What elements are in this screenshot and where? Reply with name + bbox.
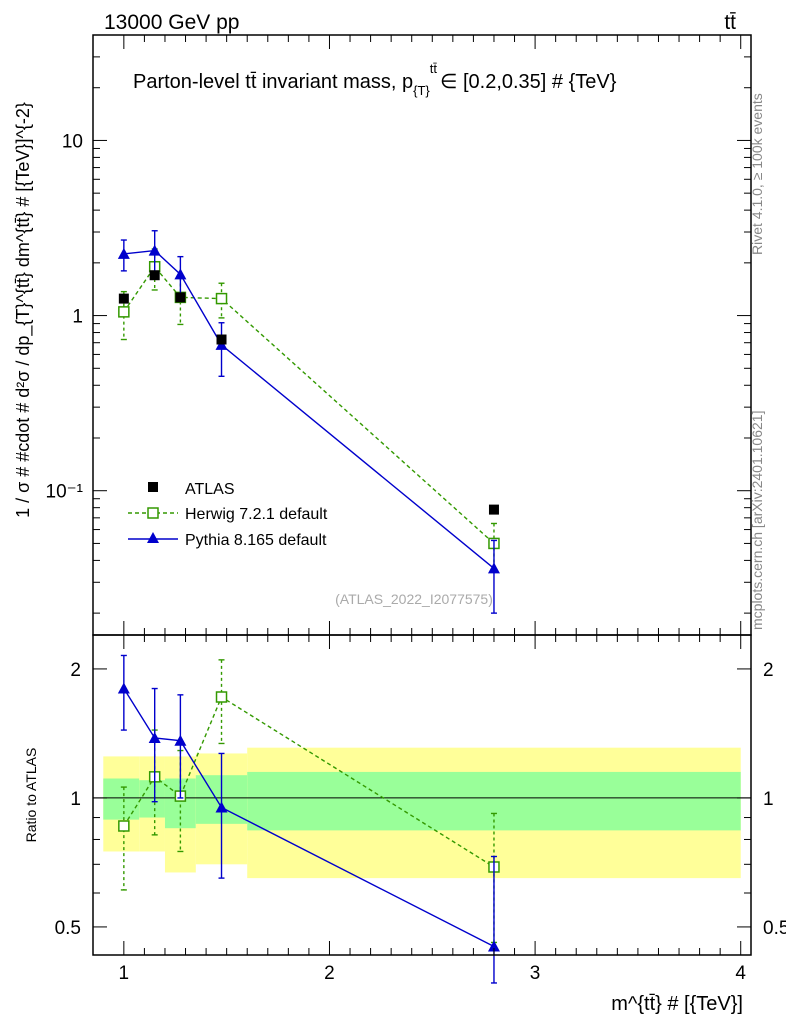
energy-label: 13000 GeV pp [104,11,239,34]
ratio-plot-frame [92,634,752,956]
main-point-atlas [216,334,227,345]
ratio-uncertainty-bands [103,747,741,879]
x-tick-label: 4 [735,963,746,984]
title-superscript: tt̄ [430,61,438,76]
legend-marker-atlas [148,482,158,492]
chart-title: Parton-level tt̄ invariant mass, p{T}tt̄… [133,61,617,98]
ratio-point-pythia [487,940,500,952]
main-y-tick-label: 1 [72,307,83,328]
main-y-axis-label: 1 / σ # #cdot # d²σ / dp_{T}^{tt̄} dm^{t… [13,102,34,518]
ratio-point-pythia [215,801,228,813]
watermark: (ATLAS_2022_I2077575) [335,591,493,607]
legend-label-atlas: ATLAS [185,481,235,498]
title-suffix: ∈ [0.2,0.35] # {TeV} [440,71,617,93]
ratio-series-layer [117,654,500,984]
main-point-pythia [117,247,130,259]
ratio-line-herwig [123,695,495,868]
legend-label-herwig: Herwig 7.2.1 default [185,506,328,523]
ratio-y-axis-label: Ratio to ATLAS [23,748,39,843]
main-point-pythia [487,562,500,574]
main-point-atlas [175,292,186,303]
ratio-point-pythia [174,734,187,746]
ratio-y-tick-label: 0.5 [55,918,81,939]
process-label: tt̄ [724,11,736,34]
ratio-plot-panel: 2 2 1 1 0.5 0.5 1 2 3 4 [55,634,786,984]
legend: ATLAS Herwig 7.2.1 default Pythia 8.165 … [128,481,328,549]
ratio-y-ticks: 2 2 1 1 0.5 0.5 [55,660,786,939]
main-line-herwig [123,265,495,544]
main-point-atlas [488,504,499,515]
ratio-x-ticks: 1 2 3 4 [119,635,746,984]
mcplots-label: mcplots.cern.ch [arXiv:2401.10621] [749,411,765,630]
ratio-point-pythia [148,731,161,743]
rivet-label: Rivet 4.1.0, ≥ 100k events [749,93,765,255]
ratio-y-tick-label-right: 0.5 [763,918,786,939]
main-point-pythia [148,244,161,256]
ratio-y-tick-label-right: 1 [763,789,774,810]
x-tick-label: 1 [119,963,130,984]
ratio-y-tick-label-right: 2 [763,660,774,681]
main-y-ticks: 10 1 10⁻¹ [46,34,751,614]
x-tick-label: 2 [324,963,335,984]
title-subscript: {T} [413,83,430,98]
main-y-tick-label: 10 [62,131,83,152]
stat-uncertainty-band [139,780,165,818]
main-y-tick-label: 10⁻¹ [46,482,84,503]
main-plot-panel: 10 1 10⁻¹ (ATLAS_2022_I2077575) Parton-lev… [46,34,752,636]
title-prefix: Parton-level tt̄ invariant mass, p [133,71,413,93]
ratio-y-tick-label: 2 [70,660,81,681]
ratio-point-pythia [117,682,130,694]
main-point-atlas [118,293,129,304]
ylabel-text: 1 / σ # #cdot # d²σ / dp_{T}^{tt̄} dm^{t… [13,102,34,518]
main-x-ticks [123,35,742,635]
x-tick-label: 3 [530,963,541,984]
legend-marker-herwig [147,507,159,519]
main-series-layer [117,230,500,614]
ratio-y-tick-label: 1 [70,789,81,810]
stat-uncertainty-band [103,778,140,820]
legend-marker-pythia [147,532,159,543]
legend-label-pythia: Pythia 8.165 default [185,532,327,549]
main-point-herwig [215,292,228,305]
main-point-atlas [149,270,160,281]
ratio-point-herwig [215,691,228,703]
ratio-point-herwig [118,820,130,832]
main-point-pythia [174,268,187,280]
main-point-herwig [118,306,130,318]
x-axis-label: m^{tt̄} # [{TeV}] [611,993,743,1015]
